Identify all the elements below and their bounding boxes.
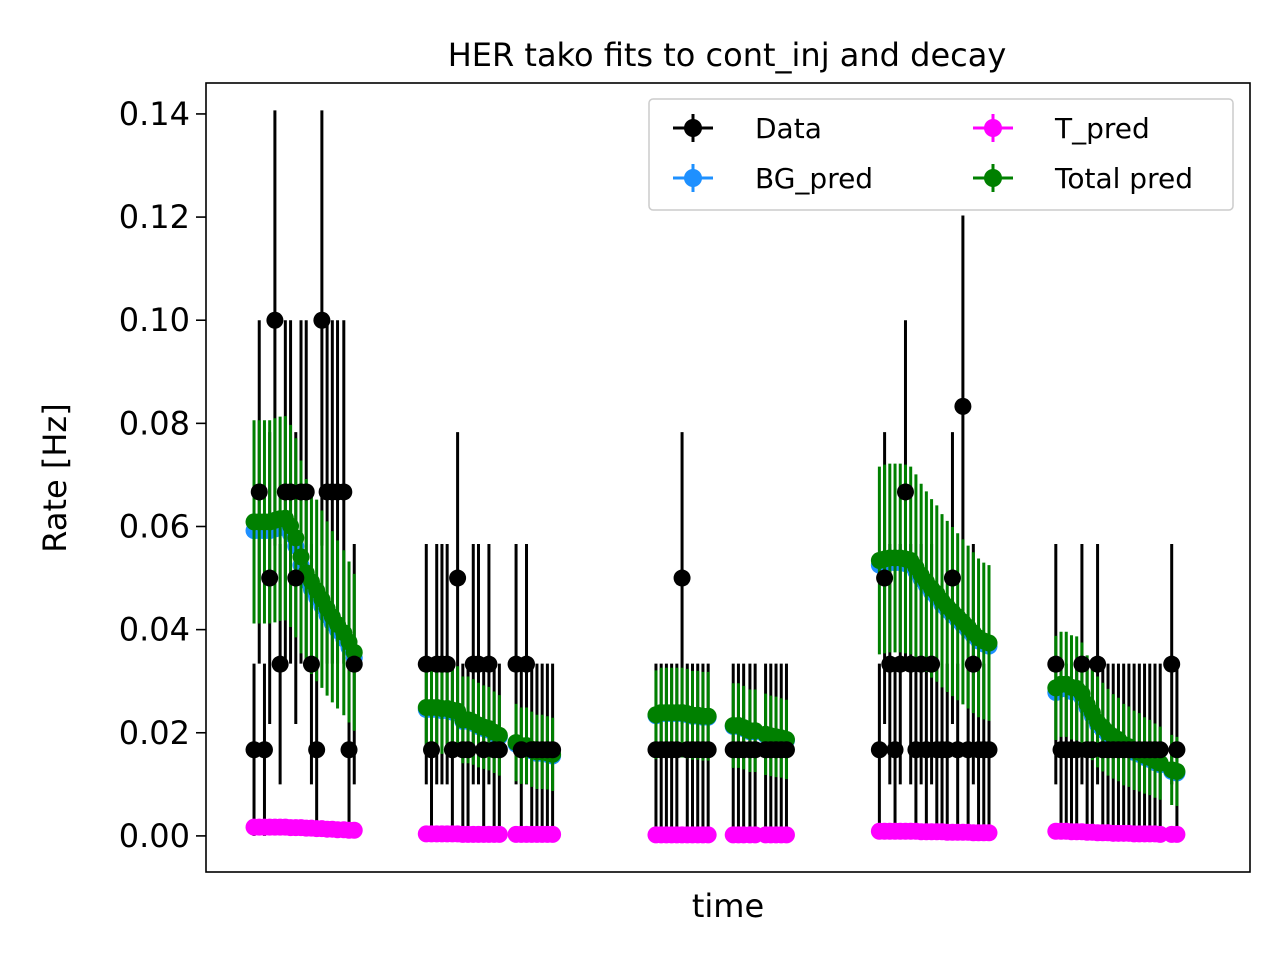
data-point bbox=[954, 397, 972, 415]
chart-title: HER tako fits to cont_inj and decay bbox=[448, 36, 1007, 74]
y-axis: 0.00 0.02 0.04 0.06 0.08 0.10 0.12 0.14 bbox=[119, 95, 206, 855]
y-tick-label: 0.12 bbox=[119, 198, 190, 236]
data-point bbox=[1073, 655, 1091, 673]
data-point bbox=[345, 655, 363, 673]
legend-marker bbox=[684, 119, 702, 137]
t-pred-point bbox=[699, 826, 717, 844]
data-point bbox=[544, 741, 562, 759]
y-tick-label: 0.14 bbox=[119, 95, 190, 133]
total-pred-point bbox=[490, 726, 508, 744]
legend-entry: BG_pred bbox=[673, 162, 873, 195]
data-point bbox=[980, 741, 998, 759]
t-pred-point bbox=[544, 825, 562, 843]
data-point bbox=[923, 655, 941, 673]
y-tick-label: 0.08 bbox=[119, 404, 190, 442]
data-point bbox=[876, 569, 894, 587]
total-pred-point bbox=[287, 529, 305, 547]
t-pred-point bbox=[1168, 825, 1186, 843]
legend: Data T_pred BG_pred Total pred bbox=[648, 98, 1234, 211]
legend-label: Total pred bbox=[1054, 162, 1193, 195]
legend-marker bbox=[984, 119, 1002, 137]
data-point bbox=[302, 655, 320, 673]
legend-entry: T_pred bbox=[973, 112, 1150, 145]
total-pred-point bbox=[699, 707, 717, 725]
data-point bbox=[490, 741, 508, 759]
data-point bbox=[297, 483, 315, 501]
y-tick-label: 0.02 bbox=[119, 714, 190, 752]
data-point bbox=[308, 741, 326, 759]
y-tick-label: 0.06 bbox=[119, 507, 190, 545]
data-point bbox=[699, 741, 717, 759]
total-pred-point bbox=[345, 643, 363, 661]
data-point bbox=[480, 655, 498, 673]
data-point bbox=[1168, 741, 1186, 759]
data-point bbox=[266, 311, 284, 329]
total-pred-point bbox=[980, 634, 998, 652]
legend-label: BG_pred bbox=[755, 162, 873, 195]
y-tick-label: 0.04 bbox=[119, 611, 190, 649]
data-point bbox=[438, 655, 456, 673]
t-pred-point bbox=[345, 821, 363, 839]
data-point bbox=[943, 569, 961, 587]
data-point bbox=[1163, 655, 1181, 673]
y-tick-label: 0.00 bbox=[119, 817, 190, 855]
data-series bbox=[245, 311, 1186, 759]
data-point bbox=[459, 741, 477, 759]
data-point bbox=[271, 655, 289, 673]
data-point bbox=[423, 741, 441, 759]
data-point bbox=[896, 483, 914, 501]
data-point bbox=[1047, 655, 1065, 673]
legend-label: Data bbox=[755, 112, 822, 145]
y-tick-label: 0.10 bbox=[119, 301, 190, 339]
data-point bbox=[449, 569, 467, 587]
plot-area: 0.00 0.02 0.04 0.06 0.08 0.10 0.12 0.14 bbox=[119, 82, 1251, 873]
data-point bbox=[1151, 741, 1169, 759]
data-point bbox=[777, 741, 795, 759]
data-point bbox=[340, 741, 358, 759]
data-point bbox=[313, 311, 331, 329]
plot-frame bbox=[205, 82, 1251, 873]
data-point bbox=[870, 741, 888, 759]
data-point bbox=[335, 483, 353, 501]
data-point bbox=[287, 569, 305, 587]
total-pred-point bbox=[292, 548, 310, 566]
data-point bbox=[964, 655, 982, 673]
legend-entry: Data bbox=[673, 112, 822, 145]
data-point bbox=[1089, 655, 1107, 673]
data-point bbox=[518, 655, 536, 673]
legend-marker bbox=[684, 169, 702, 187]
data-point bbox=[261, 569, 279, 587]
legend-frame bbox=[648, 98, 1234, 211]
t-pred-point bbox=[777, 826, 795, 844]
data-point bbox=[673, 569, 691, 587]
legend-marker bbox=[984, 169, 1002, 187]
series-layer bbox=[245, 110, 1186, 844]
data-point bbox=[886, 741, 904, 759]
legend-label: T_pred bbox=[1054, 112, 1150, 145]
total-pred-point bbox=[1168, 762, 1186, 780]
t-pred-point bbox=[980, 824, 998, 842]
t-pred-series bbox=[245, 818, 1186, 844]
legend-entry: Total pred bbox=[973, 162, 1193, 195]
t-pred-point bbox=[490, 825, 508, 843]
y-axis-label: Rate [Hz] bbox=[36, 403, 74, 552]
data-point bbox=[250, 483, 268, 501]
data-point bbox=[255, 741, 273, 759]
x-axis-label: time bbox=[692, 887, 764, 925]
